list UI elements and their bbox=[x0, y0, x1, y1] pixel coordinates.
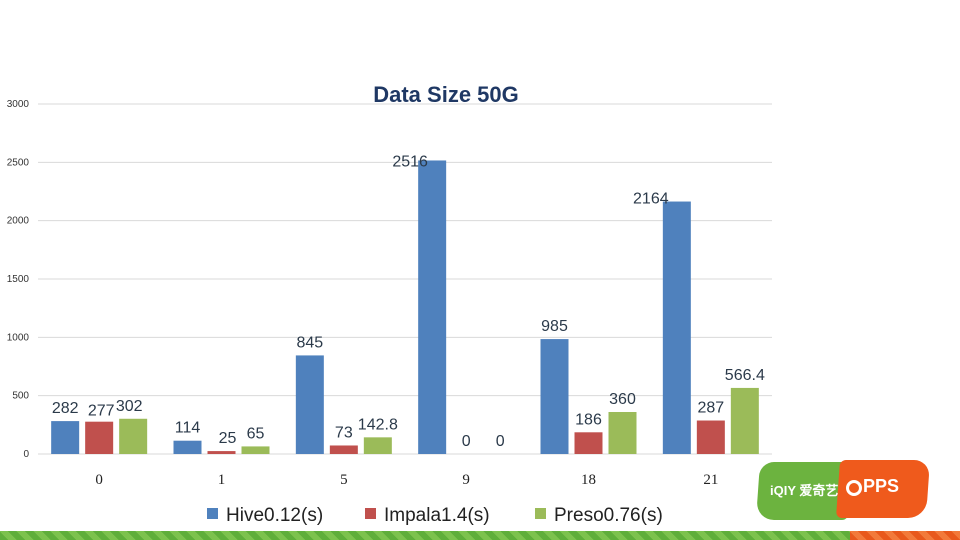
x-tick-label: 18 bbox=[581, 472, 596, 488]
y-tick-label: 3000 bbox=[7, 99, 30, 110]
data-label: 142.8 bbox=[358, 416, 398, 433]
data-label: 114 bbox=[175, 420, 201, 437]
y-tick-label: 2500 bbox=[7, 157, 30, 168]
data-label: 25 bbox=[219, 430, 237, 447]
legend: Hive0.12(s) Impala1.4(s) Preso0.76(s) bbox=[207, 505, 663, 526]
bar-preso0-76-s--0 bbox=[119, 418, 148, 454]
bar-hive0-12-s--18 bbox=[540, 339, 569, 454]
bar-impala1-4-s--18 bbox=[574, 432, 603, 454]
legend-swatch bbox=[365, 508, 376, 519]
x-tick-label: 1 bbox=[218, 472, 226, 488]
legend-label: Hive0.12(s) bbox=[226, 505, 323, 526]
legend-label: Impala1.4(s) bbox=[384, 505, 490, 526]
bar-hive0-12-s--21 bbox=[662, 201, 691, 454]
data-label: 282 bbox=[52, 400, 79, 417]
bar-impala1-4-s--0 bbox=[85, 421, 114, 454]
bar-impala1-4-s--21 bbox=[696, 420, 725, 454]
bars bbox=[51, 160, 759, 454]
data-label: 65 bbox=[247, 425, 265, 442]
x-tick-label: 9 bbox=[462, 472, 470, 488]
data-labels: 282 277 302 114 25 65 845 73 142.8 2516 0 0 985 186 36… bbox=[52, 153, 765, 450]
legend-swatch bbox=[207, 508, 218, 519]
bar-preso0-76-s--18 bbox=[608, 412, 637, 454]
bar-impala1-4-s--1 bbox=[207, 451, 236, 454]
x-tick-label: 21 bbox=[703, 472, 718, 488]
legend-swatch bbox=[535, 508, 546, 519]
y-tick-label: 0 bbox=[23, 449, 29, 460]
chart-title: Data Size 50G bbox=[373, 82, 519, 107]
bar-hive0-12-s--5 bbox=[295, 355, 324, 454]
data-label: 985 bbox=[541, 318, 568, 335]
legend-label: Preso0.76(s) bbox=[554, 505, 663, 526]
x-tick-label: 5 bbox=[340, 472, 348, 488]
data-label: 0 bbox=[496, 433, 505, 450]
data-label: 845 bbox=[296, 334, 323, 351]
data-label: 2516 bbox=[392, 153, 428, 170]
bottom-decorative-band bbox=[0, 531, 960, 540]
data-label: 2164 bbox=[633, 191, 669, 208]
x-tick-label: 0 bbox=[95, 472, 103, 488]
y-axis-ticks: 0 500 1000 1500 2000 2500 3000 bbox=[7, 99, 30, 460]
y-tick-label: 1500 bbox=[7, 274, 30, 285]
y-tick-label: 1000 bbox=[7, 332, 30, 343]
y-tick-label: 500 bbox=[12, 391, 29, 402]
bar-impala1-4-s--5 bbox=[329, 445, 358, 454]
iqiyi-logo-text: iQIY 爱奇艺 bbox=[770, 483, 839, 498]
bar-hive0-12-s--1 bbox=[173, 440, 202, 454]
data-label: 302 bbox=[116, 398, 143, 415]
data-label: 277 bbox=[88, 403, 115, 420]
bar-preso0-76-s--1 bbox=[241, 446, 270, 454]
bar-preso0-76-s--21 bbox=[730, 387, 759, 454]
pps-play-icon bbox=[846, 480, 862, 496]
data-label: 287 bbox=[697, 400, 724, 417]
y-tick-label: 2000 bbox=[7, 216, 30, 227]
data-label: 73 bbox=[335, 424, 353, 441]
bar-preso0-76-s--5 bbox=[363, 437, 392, 454]
pps-logo-text: PPS bbox=[863, 476, 900, 496]
bottom-decorative-band-accent bbox=[850, 531, 960, 540]
data-label: 0 bbox=[462, 433, 471, 450]
iqiyi-pps-logo: iQIY 爱奇艺 PPS bbox=[755, 458, 931, 520]
bar-hive0-12-s--0 bbox=[51, 421, 80, 454]
data-label: 360 bbox=[609, 391, 636, 408]
bar-hive0-12-s--9 bbox=[418, 160, 447, 454]
gridlines bbox=[38, 103, 772, 455]
x-axis-ticks: 0 1 5 9 18 21 bbox=[95, 472, 718, 488]
data-label: 566.4 bbox=[725, 367, 765, 384]
data-label: 186 bbox=[575, 411, 602, 428]
